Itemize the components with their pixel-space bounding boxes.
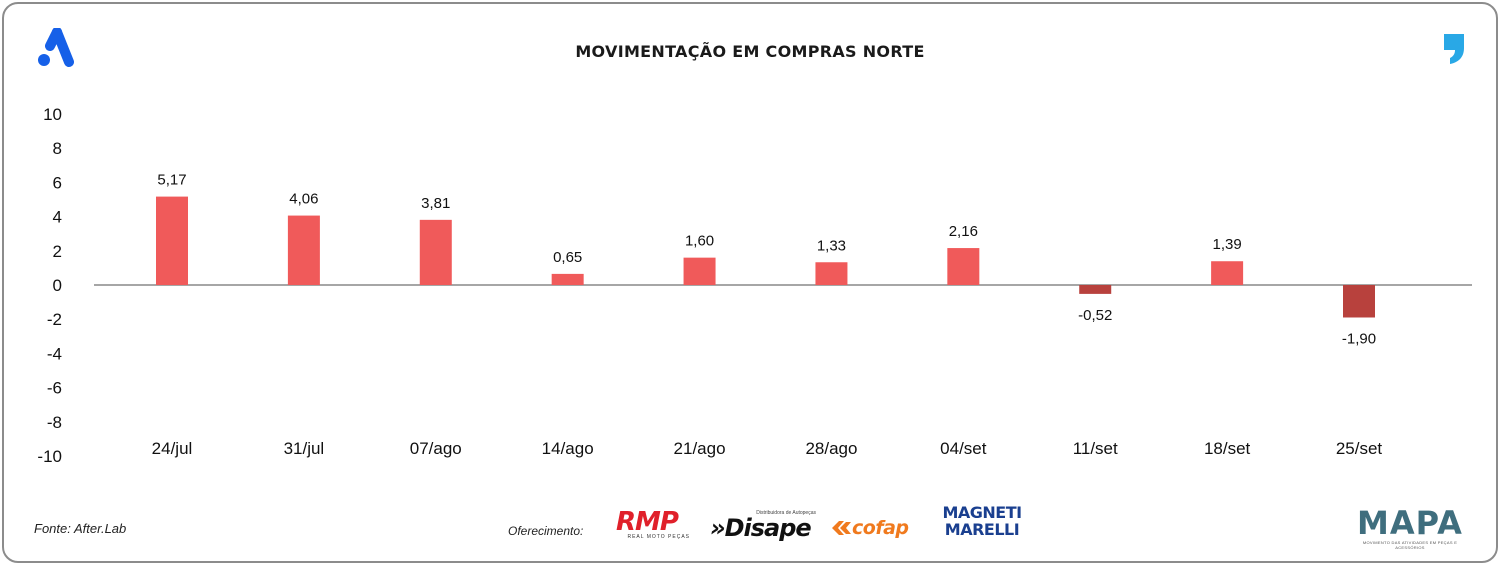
cofap-mark-icon [832, 521, 851, 535]
bar [156, 196, 188, 285]
bar [287, 215, 320, 285]
y-tick-label: -8 [47, 413, 62, 432]
y-tick-label: -10 [37, 447, 62, 466]
x-tick-label: 24/jul [152, 439, 193, 458]
bar [1343, 285, 1375, 318]
disape-logo-text: »Disape [710, 514, 812, 542]
y-tick-label: -6 [47, 379, 62, 398]
x-tick-label: 28/ago [805, 439, 857, 458]
sponsor-label: Oferecimento: [508, 524, 584, 538]
disape-logo-tagline: Distribuidora de Autopeças [756, 510, 816, 516]
bar [551, 273, 584, 285]
y-tick-label: -4 [47, 344, 62, 363]
bar [1079, 285, 1112, 294]
y-tick-label: -2 [47, 310, 62, 329]
y-tick-label: 6 [53, 173, 62, 192]
data-label: 1,33 [817, 237, 846, 254]
rmp-logo-text: RMP [616, 507, 679, 537]
comma-quote-icon [1444, 34, 1464, 64]
magneti-logo-line1: MAGNETI [942, 503, 1022, 522]
data-label: 1,60 [685, 233, 714, 250]
chart-title: MOVIMENTAÇÃO EM COMPRAS NORTE [575, 42, 925, 61]
x-tick-label: 04/set [940, 439, 987, 458]
y-tick-label: 10 [43, 105, 62, 124]
bar [419, 219, 452, 285]
data-label: -0,52 [1078, 307, 1112, 324]
x-tick-label: 21/ago [674, 439, 726, 458]
after-lab-a-icon [38, 28, 74, 67]
x-tick-label: 18/set [1204, 439, 1251, 458]
data-label: 5,17 [157, 172, 186, 189]
mapa-logo-tagline: MOVIMENTO DAS ATIVIDADES EM PEÇAS E ACES… [1362, 540, 1458, 550]
data-label: 1,39 [1213, 236, 1242, 253]
bar [815, 262, 848, 285]
x-tick-label: 14/ago [542, 439, 594, 458]
data-label: 0,65 [553, 249, 582, 266]
rmp-logo-tagline: REAL MOTO PEÇAS [627, 534, 690, 540]
y-tick-label: 4 [53, 208, 62, 227]
magneti-marelli-logo: MAGNETI MARELLI [942, 504, 1022, 544]
bar [683, 257, 716, 285]
x-tick-label: 07/ago [410, 439, 462, 458]
y-tick-label: 0 [53, 276, 62, 295]
rmp-logo: RMP REAL MOTO PEÇAS [616, 507, 696, 546]
data-label: 4,06 [289, 191, 318, 208]
y-tick-label: 8 [53, 139, 62, 158]
cofap-logo-text: cofap [852, 517, 909, 539]
x-tick-label: 31/jul [284, 439, 325, 458]
data-label: 2,16 [949, 223, 978, 240]
cofap-logo: cofap [830, 515, 934, 541]
source-note: Fonte: After.Lab [34, 521, 127, 536]
y-tick-label: 2 [53, 242, 62, 261]
x-tick-label: 11/set [1073, 439, 1118, 458]
disape-logo: Distribuidora de Autopeças »Disape [710, 510, 816, 544]
bar-chart: 10 8 6 4 2 0 -2 -4 -6 -8 -10 5,17 24/jul 4,06 31/jul 3,… [37, 105, 1472, 466]
mapa-logo-text: MAPA [1357, 504, 1463, 542]
data-label: -1,90 [1342, 330, 1376, 347]
bar [1211, 261, 1244, 285]
bar [947, 248, 980, 285]
data-label: 3,81 [421, 195, 450, 212]
x-tick-label: 25/set [1336, 439, 1383, 458]
magneti-logo-line2: MARELLI [944, 520, 1020, 539]
mapa-logo: MAPA MOVIMENTO DAS ATIVIDADES EM PEÇAS E… [1350, 506, 1470, 552]
